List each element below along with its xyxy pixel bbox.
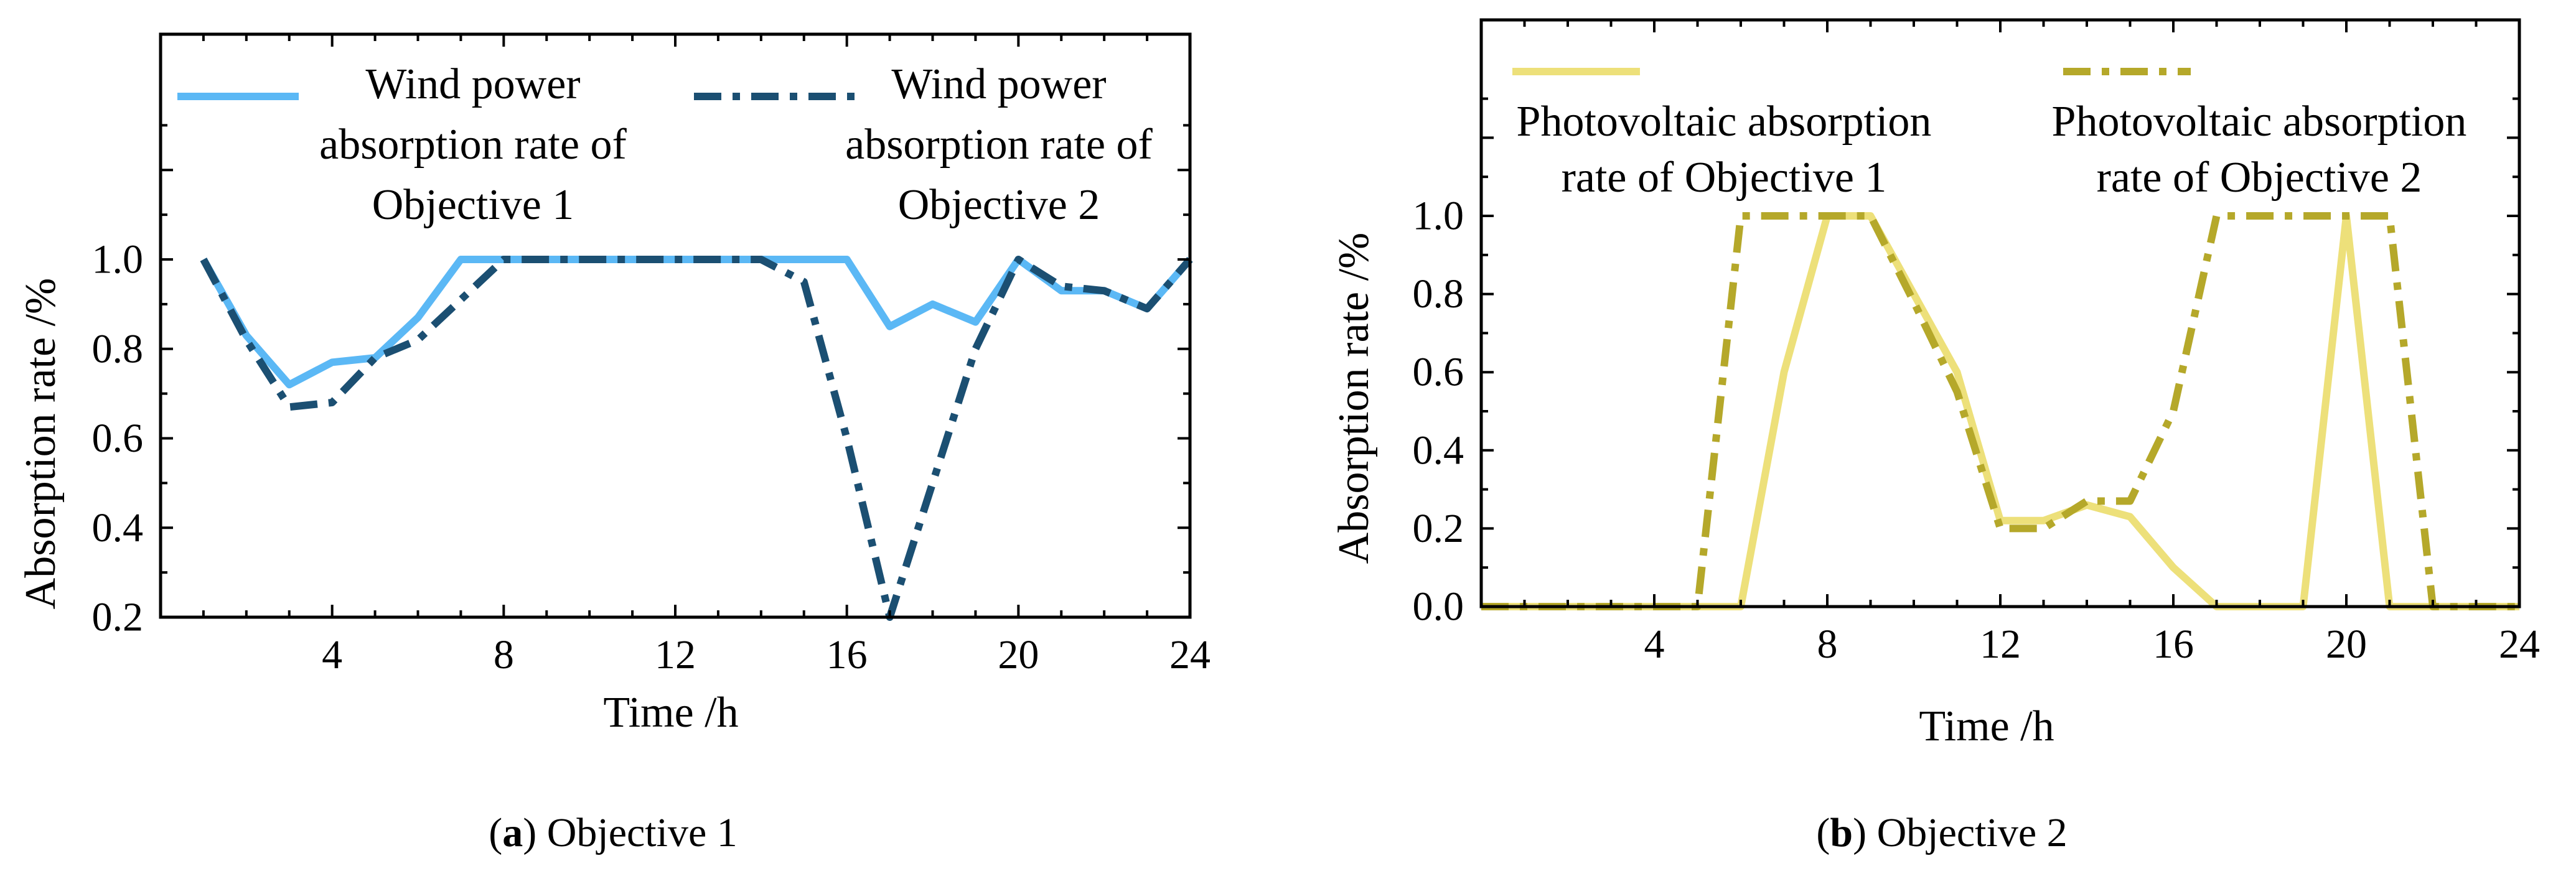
panel-a-x-tick-labels: 4 8 12 16 20 24 <box>322 632 1211 678</box>
legend-label-pv-objective-2-line-1: Photovoltaic absorption <box>2052 98 2467 146</box>
panel-b-axes <box>1479 18 2521 608</box>
panel-b-series-2-line <box>1481 212 2519 610</box>
panel-b-y-tick-label: 0.8 <box>1413 271 1464 317</box>
panel-b-x-tick-label: 16 <box>2153 622 2194 667</box>
panel-a-x-tick-label: 8 <box>494 632 514 678</box>
panel-a-y-axis-label: Absorption rate /% <box>17 278 65 610</box>
panel-a-x-tick-label: 16 <box>827 632 868 678</box>
panel-a-y-tick-label: 1.0 <box>92 237 144 282</box>
panel-a-x-tick-label: 20 <box>998 632 1039 678</box>
panel-b-x-tick-label: 20 <box>2326 622 2367 667</box>
panel-a-caption-text: Objective 1 <box>547 810 738 855</box>
panel-b-x-tick-labels: 4 8 12 16 20 24 <box>1644 622 2541 667</box>
panel-b-x-tick-label: 4 <box>1644 622 1665 667</box>
panel-a-y-tick-label: 0.4 <box>92 505 144 551</box>
panel-b-x-axis-label: Time /h <box>1919 702 2054 750</box>
legend-label-wind-objective-1-line-3: Objective 1 <box>372 181 574 229</box>
panel-b-x-tick-label: 8 <box>1817 622 1838 667</box>
panel-b-y-tick-labels: 0.0 0.2 0.4 0.6 0.8 1.0 <box>1413 193 1464 630</box>
svg-text:(a) Objective 1: (a) Objective 1 <box>489 810 738 855</box>
panel-a-caption-letter: a <box>502 810 523 855</box>
svg-text:(b) Objective 2: (b) Objective 2 <box>1816 810 2067 855</box>
panel-a-y-tick-label: 0.8 <box>92 326 144 371</box>
panel-a-y-tick-label: 0.6 <box>92 416 144 461</box>
panel-b-y-axis-label: Absorption rate /% <box>1330 233 1378 564</box>
panel-a-y-tick-label: 0.2 <box>92 595 144 640</box>
panel-b-series-1-line <box>1481 212 2519 610</box>
legend-label-wind-objective-2-line-2: absorption rate of <box>845 121 1153 169</box>
panel-a-series-2-line <box>200 256 1193 621</box>
panel-a-y-tick-labels: 0.2 0.4 0.6 0.8 1.0 <box>92 237 144 640</box>
panel-a-series-lines <box>200 256 1193 621</box>
panel-b-legend: Photovoltaic absorption rate of Objectiv… <box>1512 68 2467 202</box>
panel-b-x-tick-label: 12 <box>1980 622 2021 667</box>
legend-label-pv-objective-1-line-2: rate of Objective 1 <box>1562 154 1887 202</box>
panel-a-x-axis-label: Time /h <box>603 689 738 737</box>
panel-b-y-tick-label: 1.0 <box>1413 193 1464 239</box>
panel-a-caption: (a) Objective 1 <box>489 810 738 855</box>
legend-label-pv-objective-1-line-1: Photovoltaic absorption <box>1517 98 1932 146</box>
legend-label-wind-objective-2-line-1: Wind power <box>891 60 1106 108</box>
panel-b-x-tick-label: 24 <box>2499 622 2540 667</box>
panel-b-caption: (b) Objective 2 <box>1816 810 2067 855</box>
panel-a-wind-absorption: 4 8 12 16 20 24 0.2 0.4 0.6 0.8 1.0 Absorption ra… <box>17 32 1211 855</box>
panel-b-series-lines <box>1481 212 2519 610</box>
panel-a-x-tick-label: 12 <box>655 632 696 678</box>
legend-label-wind-objective-1-line-1: Wind power <box>365 60 580 108</box>
panel-a-axes <box>159 32 1192 619</box>
panel-b-y-tick-label: 0.6 <box>1413 350 1464 395</box>
panel-a-x-tick-label: 24 <box>1169 632 1211 678</box>
panel-a-x-tick-label: 4 <box>322 632 342 678</box>
legend-label-wind-objective-1-line-2: absorption rate of <box>319 121 627 169</box>
panel-b-y-tick-label: 0.4 <box>1413 427 1464 473</box>
panel-b-caption-letter: b <box>1830 810 1853 855</box>
panel-b-y-tick-label: 0.0 <box>1413 584 1464 630</box>
panel-a-legend: Wind power absorption rate of Objective … <box>177 60 1153 229</box>
panel-b-photovoltaic-absorption: 4 8 12 16 20 24 0.0 0.2 0.4 0.6 0.8 1.0 Absorption… <box>1330 18 2541 855</box>
legend-label-wind-objective-2-line-3: Objective 2 <box>898 181 1100 229</box>
panel-b-y-tick-label: 0.2 <box>1413 506 1464 551</box>
panel-b-caption-text: Objective 2 <box>1877 810 2068 855</box>
legend-label-pv-objective-2-line-2: rate of Objective 2 <box>2097 154 2422 202</box>
